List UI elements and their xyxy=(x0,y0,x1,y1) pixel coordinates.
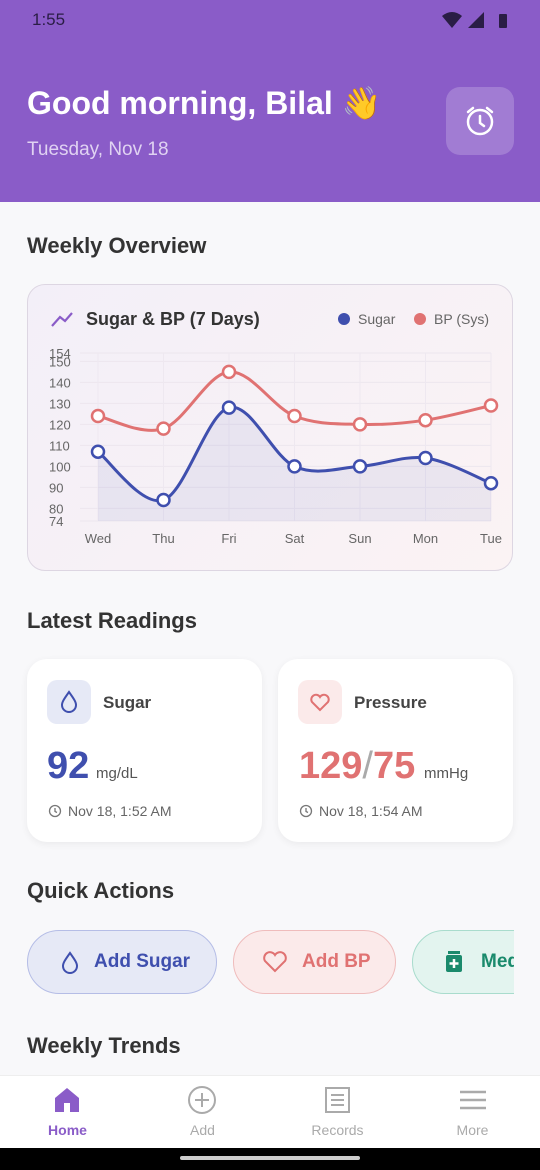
heart-icon xyxy=(298,680,342,724)
point xyxy=(156,492,171,508)
y-tick-label: 90 xyxy=(49,480,63,495)
point xyxy=(483,475,499,491)
unit: mmHg xyxy=(424,765,469,782)
greeting: Good morning, Bilal 👋 xyxy=(27,85,382,121)
alarm-button[interactable] xyxy=(446,87,514,155)
x-tick-label: Wed xyxy=(85,531,112,546)
y-tick-label: 130 xyxy=(49,396,71,411)
add-bp-button[interactable]: Add BP xyxy=(233,930,396,994)
x-tick-label: Fri xyxy=(221,531,236,546)
medicine-button[interactable]: Med xyxy=(412,930,514,994)
point xyxy=(418,450,433,466)
y-tick-label: 140 xyxy=(49,375,71,390)
legend-dot xyxy=(414,313,426,325)
x-tick-label: Mon xyxy=(413,531,438,546)
y-tick-label: 110 xyxy=(49,438,70,453)
gesture-bar xyxy=(0,1148,540,1170)
label: Add BP xyxy=(302,951,371,972)
point xyxy=(287,459,302,474)
unit: mg/dL xyxy=(96,765,138,782)
label: Med xyxy=(481,951,514,972)
drop-icon xyxy=(47,680,91,724)
point xyxy=(287,408,302,424)
nav-records[interactable]: Records xyxy=(311,1122,364,1138)
y-tick-label: 150 xyxy=(49,354,71,369)
time: Nov 18, 1:54 AM xyxy=(319,803,423,819)
label: Add Sugar xyxy=(94,951,191,972)
section-title: Quick Actions xyxy=(27,878,175,903)
diastolic: 75 xyxy=(372,745,416,787)
value: 92 xyxy=(47,745,90,787)
add-sugar-button[interactable]: Add Sugar xyxy=(27,930,217,994)
date: Tuesday, Nov 18 xyxy=(27,139,169,160)
x-tick-label: Thu xyxy=(152,531,174,546)
systolic: 129 xyxy=(299,745,363,787)
point xyxy=(156,421,171,436)
point xyxy=(418,412,433,428)
bottom-nav xyxy=(0,1075,540,1149)
section-title: Latest Readings xyxy=(27,608,197,633)
y-tick-label: 120 xyxy=(49,417,71,432)
y-tick-label: 74 xyxy=(49,514,63,529)
y-tick-label: 80 xyxy=(49,501,63,516)
point xyxy=(90,408,106,424)
point xyxy=(352,417,368,432)
y-tick-label: 100 xyxy=(49,459,71,474)
status-icons xyxy=(442,12,507,28)
legend-label: Sugar xyxy=(358,311,396,327)
time: Nov 18, 1:52 AM xyxy=(68,803,172,819)
chart-title: Sugar & BP (7 Days) xyxy=(86,309,260,329)
status-time: 1:55 xyxy=(32,10,66,29)
section-title: Weekly Overview xyxy=(27,233,207,258)
sugar-card[interactable]: Sugar 92 mg/dL Nov 18, 1:52 AM xyxy=(27,659,262,842)
legend-dot xyxy=(338,313,350,325)
nav-add[interactable]: Add xyxy=(190,1122,215,1138)
section-title: Weekly Trends xyxy=(27,1033,181,1058)
point xyxy=(352,459,368,474)
nav-home[interactable]: Home xyxy=(48,1122,87,1138)
x-tick-label: Sun xyxy=(348,531,371,546)
legend-label: BP (Sys) xyxy=(434,311,489,327)
separator: / xyxy=(362,745,373,787)
chart-card xyxy=(27,284,513,571)
point xyxy=(483,398,499,413)
point xyxy=(221,364,237,380)
area xyxy=(98,407,491,521)
x-tick-label: Tue xyxy=(480,531,502,546)
label: Pressure xyxy=(354,693,427,712)
x-tick-label: Sat xyxy=(285,531,305,546)
label: Sugar xyxy=(103,693,152,712)
point xyxy=(221,400,237,415)
point xyxy=(90,444,106,459)
pressure-card[interactable]: Pressure 129/75 mmHg Nov 18, 1:54 AM xyxy=(278,659,513,842)
nav-more[interactable]: More xyxy=(456,1122,489,1138)
header xyxy=(0,0,540,202)
y-tick-label: 154 xyxy=(49,346,71,361)
